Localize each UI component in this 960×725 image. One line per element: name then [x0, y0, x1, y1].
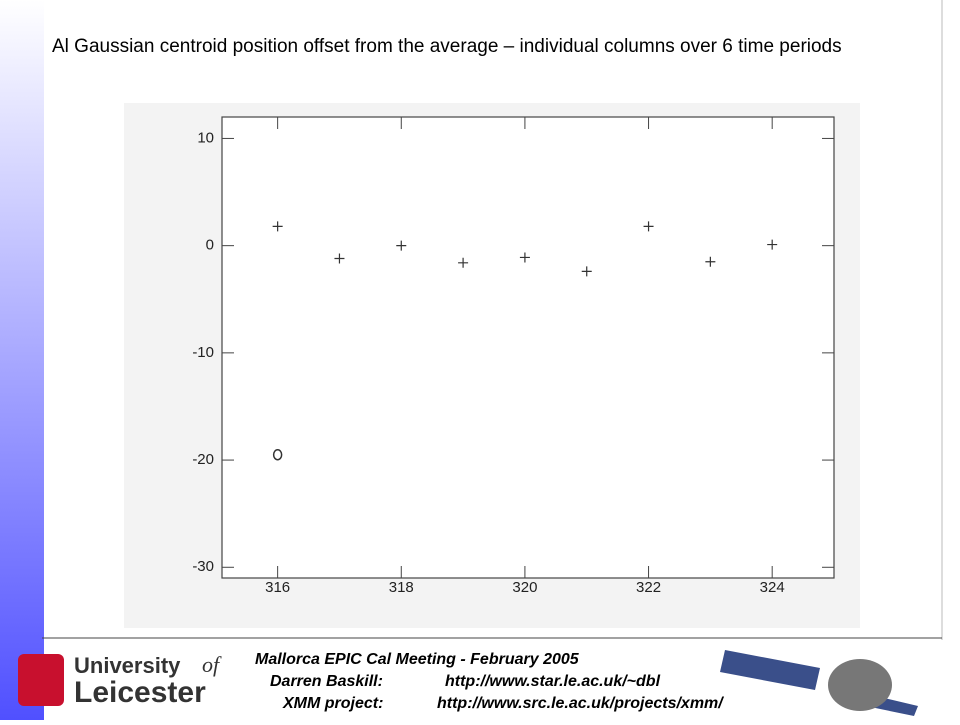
- plot: 10 0 -10 -20 -30 316 318 320 322 324: [192, 117, 834, 596]
- logo-of: of: [202, 652, 222, 677]
- footer-meeting: Mallorca EPIC Cal Meeting - February 200…: [255, 651, 580, 668]
- y-tick-label: -20: [192, 451, 214, 468]
- point: [519, 252, 530, 263]
- y-tick-label: -30: [192, 558, 214, 575]
- logo: University of Leicester: [18, 652, 222, 709]
- point: [705, 256, 716, 267]
- point: [767, 239, 778, 250]
- slide-title: Al Gaussian centroid position offset fro…: [52, 36, 842, 57]
- point: [581, 266, 592, 277]
- y-tick-label: 0: [206, 237, 214, 254]
- y-tick-label: -10: [192, 344, 214, 361]
- plot-frame: [221, 116, 835, 579]
- point: [334, 253, 345, 264]
- logo-shield: [18, 654, 64, 706]
- solar-panel: [720, 650, 820, 690]
- x-tick-label: 322: [636, 579, 661, 596]
- satellite-body: [828, 659, 892, 711]
- footer-contact-url: http://www.star.le.ac.uk/~dbl: [445, 673, 661, 690]
- point: [396, 240, 407, 251]
- logo-name: Leicester: [74, 676, 206, 709]
- footer-contact-label: Darren Baskill:: [270, 673, 383, 690]
- satellite: [720, 650, 918, 716]
- footer-project-label: XMM project:: [282, 695, 383, 712]
- x-tick-label: 320: [512, 579, 537, 596]
- footer-project-url: http://www.src.le.ac.uk/projects/xmm/: [437, 695, 724, 712]
- side-band: [0, 0, 44, 720]
- y-tick-label: 10: [197, 129, 214, 146]
- logo-university: University: [74, 653, 181, 678]
- x-tick-label: 324: [760, 579, 785, 596]
- x-tick-label: 316: [265, 579, 290, 596]
- title-box: Al Gaussian centroid position offset fro…: [52, 36, 842, 57]
- point: [458, 257, 469, 268]
- x-tick-label: 318: [389, 579, 414, 596]
- point: [272, 448, 283, 461]
- point: [643, 221, 654, 232]
- point: [272, 221, 283, 232]
